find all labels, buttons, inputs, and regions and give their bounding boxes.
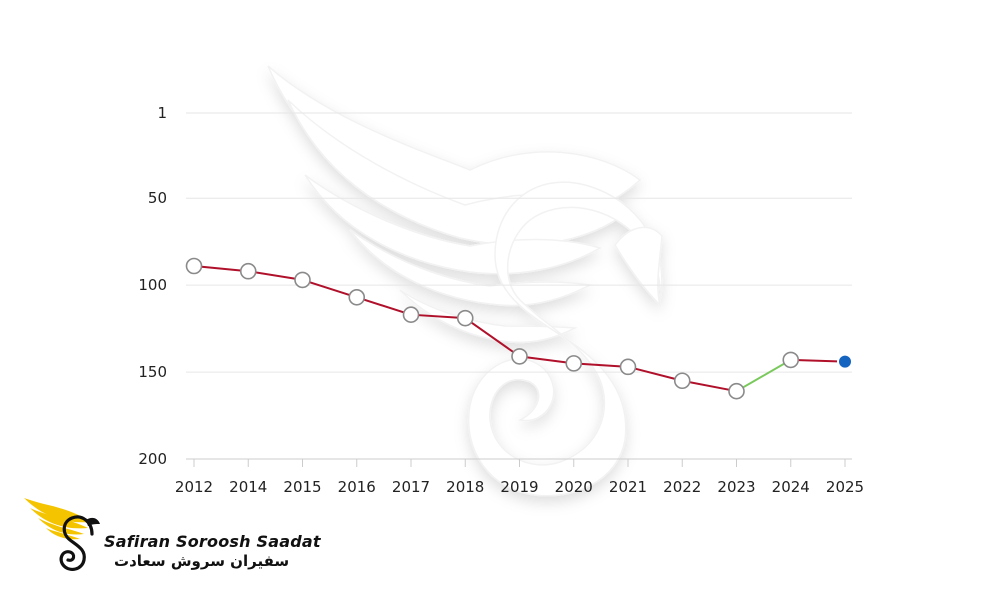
x-tick-label: 2015 xyxy=(283,478,321,496)
line-segment xyxy=(464,317,521,358)
line-segment xyxy=(789,358,846,363)
highlighted-data-point[interactable] xyxy=(837,353,853,370)
data-point[interactable] xyxy=(402,306,420,323)
data-point[interactable] xyxy=(456,309,474,327)
data-point[interactable] xyxy=(673,372,691,390)
brand-name-english: Safiran Soroosh Saadat xyxy=(104,532,321,551)
line-segment xyxy=(572,362,629,368)
series-line xyxy=(193,265,846,393)
x-tick-label: 2012 xyxy=(175,478,213,496)
x-axis-tick-labels: 2012 2014 2015 2016 2017 2018 2019 2020 2021 2022… xyxy=(175,478,864,496)
swan-wing-logo-icon xyxy=(24,498,100,571)
data-point[interactable] xyxy=(185,257,203,275)
x-tick-label: 2021 xyxy=(609,478,647,496)
data-point[interactable] xyxy=(565,355,583,372)
x-tick-label: 2016 xyxy=(338,478,376,496)
data-point[interactable] xyxy=(294,271,311,289)
x-tick-label: 2023 xyxy=(717,478,755,496)
line-segment xyxy=(301,278,358,299)
y-tick-label: 50 xyxy=(148,189,167,207)
line-segment xyxy=(410,313,467,320)
x-axis-ticks xyxy=(193,459,846,467)
x-tick-label: 2020 xyxy=(555,478,593,496)
line-segment xyxy=(735,358,792,393)
line-segment xyxy=(681,379,738,393)
y-tick-label: 200 xyxy=(138,450,167,468)
y-tick-label: 150 xyxy=(138,363,167,381)
line-segment xyxy=(627,365,684,382)
company-logo: Safiran Soroosh Saadat سفیران سروش سعادت xyxy=(22,494,321,578)
x-tick-label: 2022 xyxy=(663,478,701,496)
line-segment xyxy=(193,265,250,273)
x-tick-label: 2025 xyxy=(826,478,864,496)
brand-name-persian: سفیران سروش سعادت xyxy=(114,552,290,570)
x-tick-label: 2024 xyxy=(772,478,810,496)
x-tick-label: 2018 xyxy=(446,478,484,496)
y-tick-label: 1 xyxy=(157,104,167,122)
y-tick-label: 100 xyxy=(138,276,167,294)
line-segment xyxy=(355,296,412,316)
line-segment xyxy=(518,355,575,365)
series-markers xyxy=(185,257,853,400)
data-point[interactable] xyxy=(348,289,366,306)
data-point[interactable] xyxy=(619,358,637,376)
x-tick-label: 2017 xyxy=(392,478,430,496)
data-point[interactable] xyxy=(239,262,257,280)
x-tick-label: 2014 xyxy=(229,478,267,496)
line-segment xyxy=(247,270,304,281)
data-point[interactable] xyxy=(728,382,745,400)
data-point[interactable] xyxy=(511,348,528,365)
x-tick-label: 2019 xyxy=(500,478,538,496)
data-point[interactable] xyxy=(782,351,800,369)
watermark-swan-logo xyxy=(267,65,663,497)
